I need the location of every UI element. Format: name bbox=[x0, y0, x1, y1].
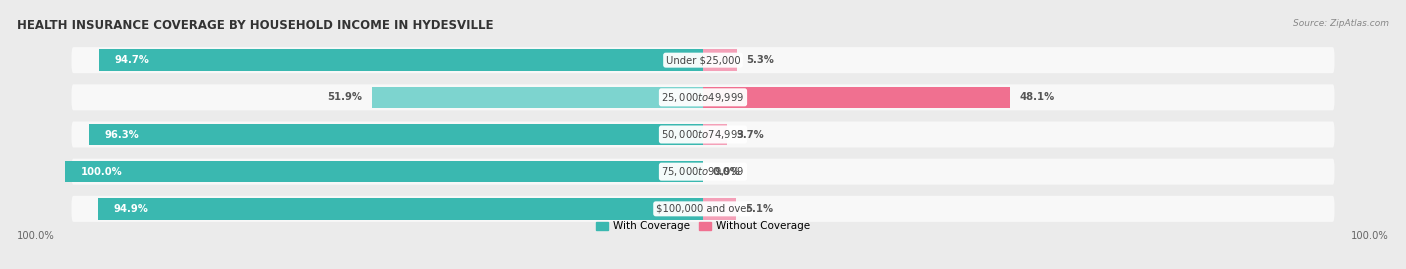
Bar bbox=[97, 198, 703, 220]
Text: 48.1%: 48.1% bbox=[1019, 92, 1054, 102]
Bar bbox=[703, 198, 735, 220]
Text: 3.7%: 3.7% bbox=[737, 129, 763, 140]
Bar bbox=[703, 87, 1010, 108]
Bar bbox=[703, 49, 737, 71]
Text: 96.3%: 96.3% bbox=[104, 129, 139, 140]
Text: Under $25,000: Under $25,000 bbox=[665, 55, 741, 65]
Text: $100,000 and over: $100,000 and over bbox=[655, 204, 751, 214]
Bar bbox=[373, 87, 703, 108]
Text: HEALTH INSURANCE COVERAGE BY HOUSEHOLD INCOME IN HYDESVILLE: HEALTH INSURANCE COVERAGE BY HOUSEHOLD I… bbox=[17, 19, 494, 32]
Bar bbox=[703, 124, 727, 145]
Text: Source: ZipAtlas.com: Source: ZipAtlas.com bbox=[1294, 19, 1389, 28]
FancyBboxPatch shape bbox=[72, 122, 1334, 147]
Bar bbox=[89, 124, 703, 145]
Text: 100.0%: 100.0% bbox=[1351, 231, 1389, 240]
Text: $25,000 to $49,999: $25,000 to $49,999 bbox=[661, 91, 745, 104]
Bar bbox=[65, 161, 703, 182]
Text: $50,000 to $74,999: $50,000 to $74,999 bbox=[661, 128, 745, 141]
Text: 94.9%: 94.9% bbox=[114, 204, 149, 214]
Text: 0.0%: 0.0% bbox=[713, 167, 741, 177]
Text: 5.1%: 5.1% bbox=[745, 204, 773, 214]
Text: 94.7%: 94.7% bbox=[115, 55, 149, 65]
Text: $75,000 to $99,999: $75,000 to $99,999 bbox=[661, 165, 745, 178]
FancyBboxPatch shape bbox=[72, 196, 1334, 222]
Bar bbox=[98, 49, 703, 71]
Text: 5.3%: 5.3% bbox=[747, 55, 775, 65]
Legend: With Coverage, Without Coverage: With Coverage, Without Coverage bbox=[592, 217, 814, 236]
FancyBboxPatch shape bbox=[72, 47, 1334, 73]
Text: 100.0%: 100.0% bbox=[82, 167, 122, 177]
FancyBboxPatch shape bbox=[72, 159, 1334, 185]
Text: 51.9%: 51.9% bbox=[328, 92, 363, 102]
FancyBboxPatch shape bbox=[72, 84, 1334, 110]
Text: 100.0%: 100.0% bbox=[17, 231, 55, 240]
